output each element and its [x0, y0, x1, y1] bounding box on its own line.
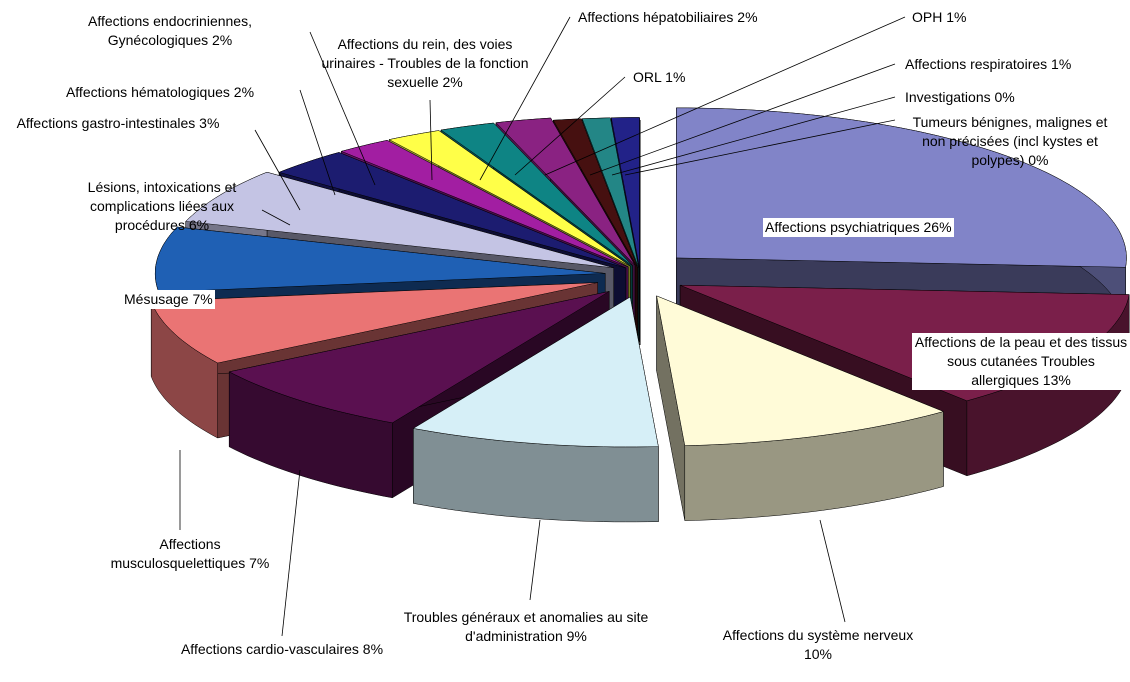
- leader-line: [254, 129, 301, 211]
- leader-line: [544, 16, 906, 176]
- leader-line: [479, 16, 571, 181]
- slice-label: Mésusage 7%: [122, 290, 215, 309]
- leader-line: [589, 63, 896, 176]
- slice-label: Affections endocriniennes, Gynécologique…: [88, 13, 252, 48]
- slice-label: Affections du rein, des voies urinaires …: [321, 36, 529, 90]
- slice: [150, 282, 598, 364]
- slice-label: Affections musculosquelettiques 7%: [110, 536, 270, 571]
- slice-label: ORL 1%: [633, 69, 686, 85]
- leader-line: [611, 96, 896, 176]
- slice: [340, 140, 629, 268]
- slice-label: Affections cardio-vasculaires 8%: [180, 641, 384, 657]
- slice: [185, 171, 614, 269]
- slice-label: Affections respiratoires 1%: [905, 56, 1072, 72]
- slice: [154, 226, 606, 293]
- slice: [656, 295, 945, 446]
- slice: [440, 122, 633, 266]
- slice-label: Troubles généraux et anomalies au site d…: [403, 609, 649, 644]
- leader-line: [309, 31, 376, 186]
- slice-label: Affections psychiatriques 26%: [763, 218, 954, 237]
- leader-line: [624, 119, 896, 176]
- slice-label: Affections de la peau et des tissus sous…: [912, 333, 1130, 390]
- slice-label: Tumeurs bénignes, malignes et non précis…: [912, 114, 1108, 168]
- slice-label: Affections gastro-intestinales 3%: [16, 115, 220, 131]
- slice: [412, 296, 659, 448]
- slice-label: Investigations 0%: [905, 89, 1015, 105]
- leader-line: [281, 469, 301, 637]
- slice: [495, 117, 636, 266]
- slice: [228, 291, 610, 424]
- leader-line: [529, 519, 541, 601]
- slice: [610, 117, 640, 268]
- leader-line: [429, 99, 433, 181]
- slice: [278, 152, 626, 269]
- slice-label: OPH 1%: [912, 9, 967, 25]
- leader-line: [514, 76, 626, 176]
- slice-label: Affections hépatobiliaires 2%: [578, 9, 758, 25]
- slice: [552, 118, 638, 268]
- slice-label: Lésions, intoxications et complications …: [87, 179, 237, 233]
- leader-line: [819, 519, 846, 623]
- leader-line: [299, 89, 336, 196]
- slice-label: Affections hématologiques 2%: [65, 84, 255, 100]
- slice-label: Affections du système nerveux 10%: [722, 627, 914, 662]
- leader-line: [261, 209, 291, 226]
- slice: [581, 117, 639, 268]
- slice: [388, 130, 631, 267]
